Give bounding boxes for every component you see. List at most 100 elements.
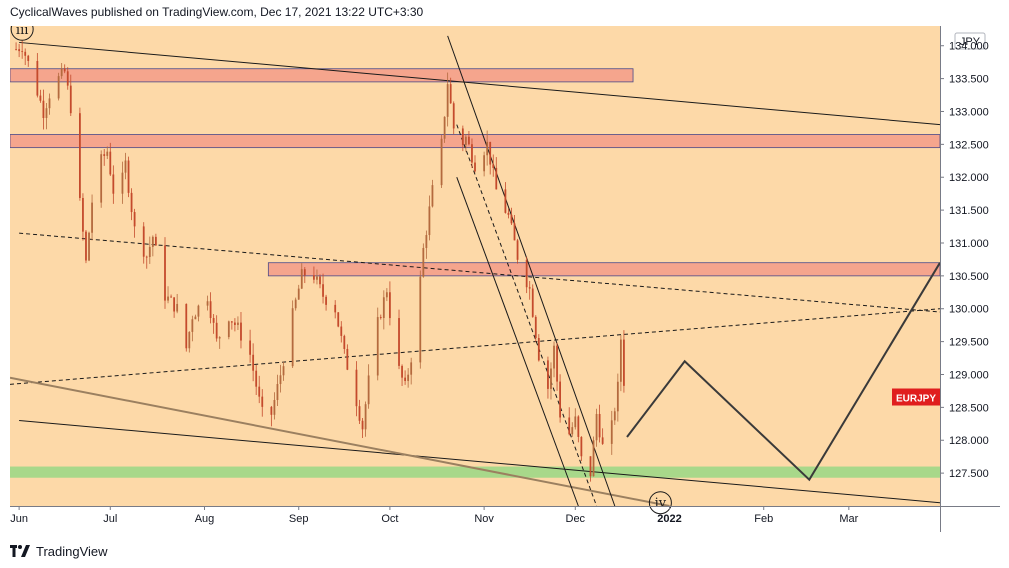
candle bbox=[218, 336, 221, 349]
candle bbox=[36, 53, 39, 98]
wave-label-iii-text: iii bbox=[16, 26, 28, 38]
price-tick-label: 134.000 bbox=[949, 41, 989, 53]
candle-body bbox=[410, 362, 413, 375]
price-tick-label: 127.500 bbox=[949, 468, 989, 480]
candle-body bbox=[279, 375, 282, 385]
candle bbox=[57, 72, 60, 101]
candle-body bbox=[316, 276, 318, 280]
time-tick-label: 2022 bbox=[657, 513, 681, 525]
candle-body bbox=[103, 154, 106, 156]
candle bbox=[376, 307, 379, 381]
candle bbox=[197, 304, 200, 322]
tradingview-logo-icon[interactable] bbox=[10, 545, 30, 557]
candle-body bbox=[91, 202, 93, 233]
candle-body bbox=[531, 288, 534, 317]
candle-body bbox=[154, 236, 157, 246]
chart-area[interactable]: iii iv JPY 134.000 133.500 133.000 132.500 132… bbox=[10, 26, 1000, 532]
resistance-zone-130-6 bbox=[267, 262, 941, 277]
price-tick-label: 130.000 bbox=[949, 304, 989, 316]
candle-body bbox=[525, 259, 528, 288]
price-tick-label: 133.500 bbox=[949, 74, 989, 86]
candle bbox=[85, 230, 87, 264]
candle bbox=[194, 314, 197, 320]
candle-body bbox=[495, 167, 498, 190]
currency-label-text: JPY bbox=[960, 36, 981, 48]
candle-body bbox=[151, 236, 154, 247]
candle bbox=[291, 300, 294, 369]
candle-body bbox=[273, 399, 276, 415]
time-tick-label: Mar bbox=[839, 513, 858, 525]
candle-body bbox=[48, 98, 51, 109]
time-tick-label: Jul bbox=[103, 513, 117, 525]
candle-body bbox=[358, 406, 361, 421]
candle-body bbox=[382, 297, 385, 319]
candle bbox=[495, 157, 498, 190]
publisher-header: CyclicalWaves published on TradingView.c… bbox=[10, 5, 424, 19]
candle bbox=[240, 311, 242, 349]
candle-body bbox=[252, 354, 255, 371]
price-tick-label: 131.000 bbox=[949, 238, 989, 250]
candle-body bbox=[610, 420, 613, 444]
candle-body bbox=[334, 304, 337, 313]
candle bbox=[300, 263, 303, 290]
candle-body bbox=[461, 128, 464, 145]
candle-body bbox=[282, 366, 285, 376]
candle-body bbox=[124, 160, 127, 173]
time-axis-background bbox=[10, 506, 940, 532]
candle-body bbox=[571, 427, 574, 435]
candle-body bbox=[234, 322, 236, 325]
currency-label: JPY bbox=[954, 32, 986, 50]
candle-body bbox=[215, 322, 218, 339]
candle bbox=[230, 320, 233, 330]
candle bbox=[379, 314, 382, 320]
support-zone-127-5 bbox=[10, 466, 940, 478]
tradingview-brand-text[interactable]: TradingView bbox=[36, 543, 108, 559]
candle-body bbox=[209, 301, 212, 319]
candle bbox=[428, 195, 431, 241]
candle bbox=[537, 334, 540, 362]
candle-body bbox=[276, 384, 279, 400]
steep-channel-lower bbox=[456, 177, 579, 507]
candle bbox=[252, 343, 255, 382]
candle-body bbox=[404, 377, 406, 381]
candle bbox=[18, 43, 21, 58]
upper-channel-line bbox=[19, 41, 941, 126]
candle bbox=[337, 312, 340, 328]
candle bbox=[483, 151, 486, 177]
candle-body bbox=[148, 246, 151, 257]
candle bbox=[45, 102, 48, 130]
candle-body bbox=[471, 144, 473, 163]
candle-body bbox=[559, 381, 561, 418]
candle-body bbox=[297, 288, 300, 300]
candle-body bbox=[319, 276, 321, 285]
candle bbox=[547, 356, 549, 399]
candle bbox=[69, 74, 72, 117]
candle-body bbox=[446, 84, 449, 117]
candle-body bbox=[45, 108, 48, 118]
candle-body bbox=[261, 396, 264, 407]
candle-body bbox=[449, 84, 452, 104]
candle bbox=[461, 125, 464, 152]
candle bbox=[449, 77, 452, 104]
candle bbox=[580, 436, 583, 461]
candle-body bbox=[185, 303, 188, 349]
projected-path bbox=[626, 262, 941, 482]
candle bbox=[100, 150, 103, 208]
candle bbox=[589, 456, 592, 482]
symbol-badge[interactable]: EURJPY bbox=[892, 388, 940, 406]
candle bbox=[471, 138, 473, 168]
candle bbox=[42, 89, 45, 130]
candle-body bbox=[258, 386, 261, 397]
candle bbox=[598, 404, 601, 443]
symbol-badge-box bbox=[892, 388, 940, 406]
candle-body bbox=[595, 413, 598, 441]
time-tick-label: Sep bbox=[289, 513, 309, 525]
candle-body bbox=[440, 138, 443, 186]
candle bbox=[48, 93, 51, 115]
candle-body bbox=[173, 297, 176, 312]
candle bbox=[516, 238, 519, 264]
candle-body bbox=[550, 368, 552, 389]
candle bbox=[121, 161, 124, 204]
candle bbox=[355, 361, 358, 417]
